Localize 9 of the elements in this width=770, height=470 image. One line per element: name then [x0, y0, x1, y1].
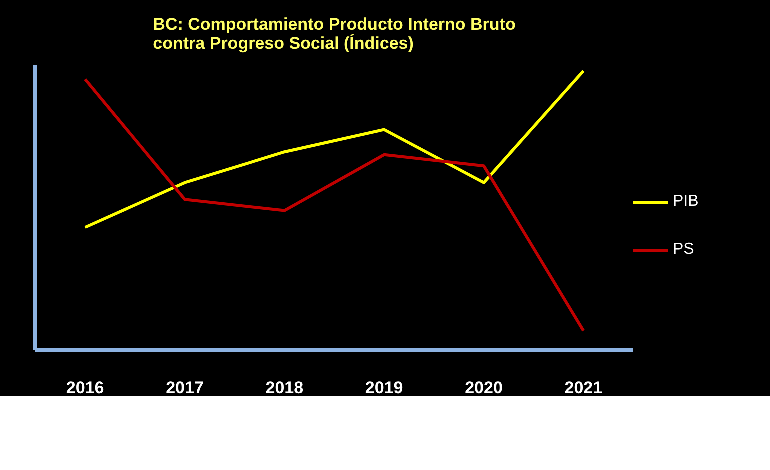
x-tick-label: 2017: [166, 378, 204, 398]
x-tick-label: 2019: [365, 378, 404, 398]
chart-title: BC: Comportamiento Producto Interno Bruto contra Progreso Social (Índices): [153, 15, 516, 53]
x-tick-label: 2021: [564, 378, 603, 398]
x-tick-label: 2018: [266, 378, 304, 398]
legend-label: PIB: [673, 193, 699, 211]
x-tick-label: 2020: [465, 378, 503, 398]
x-tick-label: 2016: [66, 378, 104, 398]
legend-label: PS: [673, 241, 694, 259]
